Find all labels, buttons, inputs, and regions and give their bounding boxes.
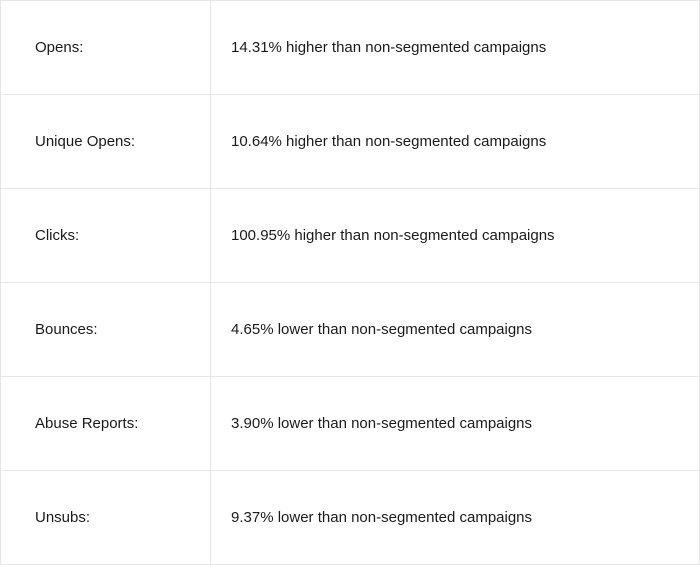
table-row: Opens: 14.31% higher than non-segmented … (1, 1, 700, 95)
table-row: Unsubs: 9.37% lower than non-segmented c… (1, 471, 700, 565)
table-row: Bounces: 4.65% lower than non-segmented … (1, 283, 700, 377)
metric-value: 9.37% lower than non-segmented campaigns (211, 471, 700, 565)
metric-value: 14.31% higher than non-segmented campaig… (211, 1, 700, 95)
metric-value: 4.65% lower than non-segmented campaigns (211, 283, 700, 377)
metric-value: 100.95% higher than non-segmented campai… (211, 189, 700, 283)
metric-label: Abuse Reports: (1, 377, 211, 471)
metric-value: 10.64% higher than non-segmented campaig… (211, 95, 700, 189)
metric-label: Unique Opens: (1, 95, 211, 189)
metric-label: Opens: (1, 1, 211, 95)
metric-label: Unsubs: (1, 471, 211, 565)
segmentation-stats-table: Opens: 14.31% higher than non-segmented … (0, 0, 700, 565)
metric-value: 3.90% lower than non-segmented campaigns (211, 377, 700, 471)
table-row: Abuse Reports: 3.90% lower than non-segm… (1, 377, 700, 471)
table-row: Clicks: 100.95% higher than non-segmente… (1, 189, 700, 283)
table-row: Unique Opens: 10.64% higher than non-seg… (1, 95, 700, 189)
metric-label: Bounces: (1, 283, 211, 377)
metric-label: Clicks: (1, 189, 211, 283)
